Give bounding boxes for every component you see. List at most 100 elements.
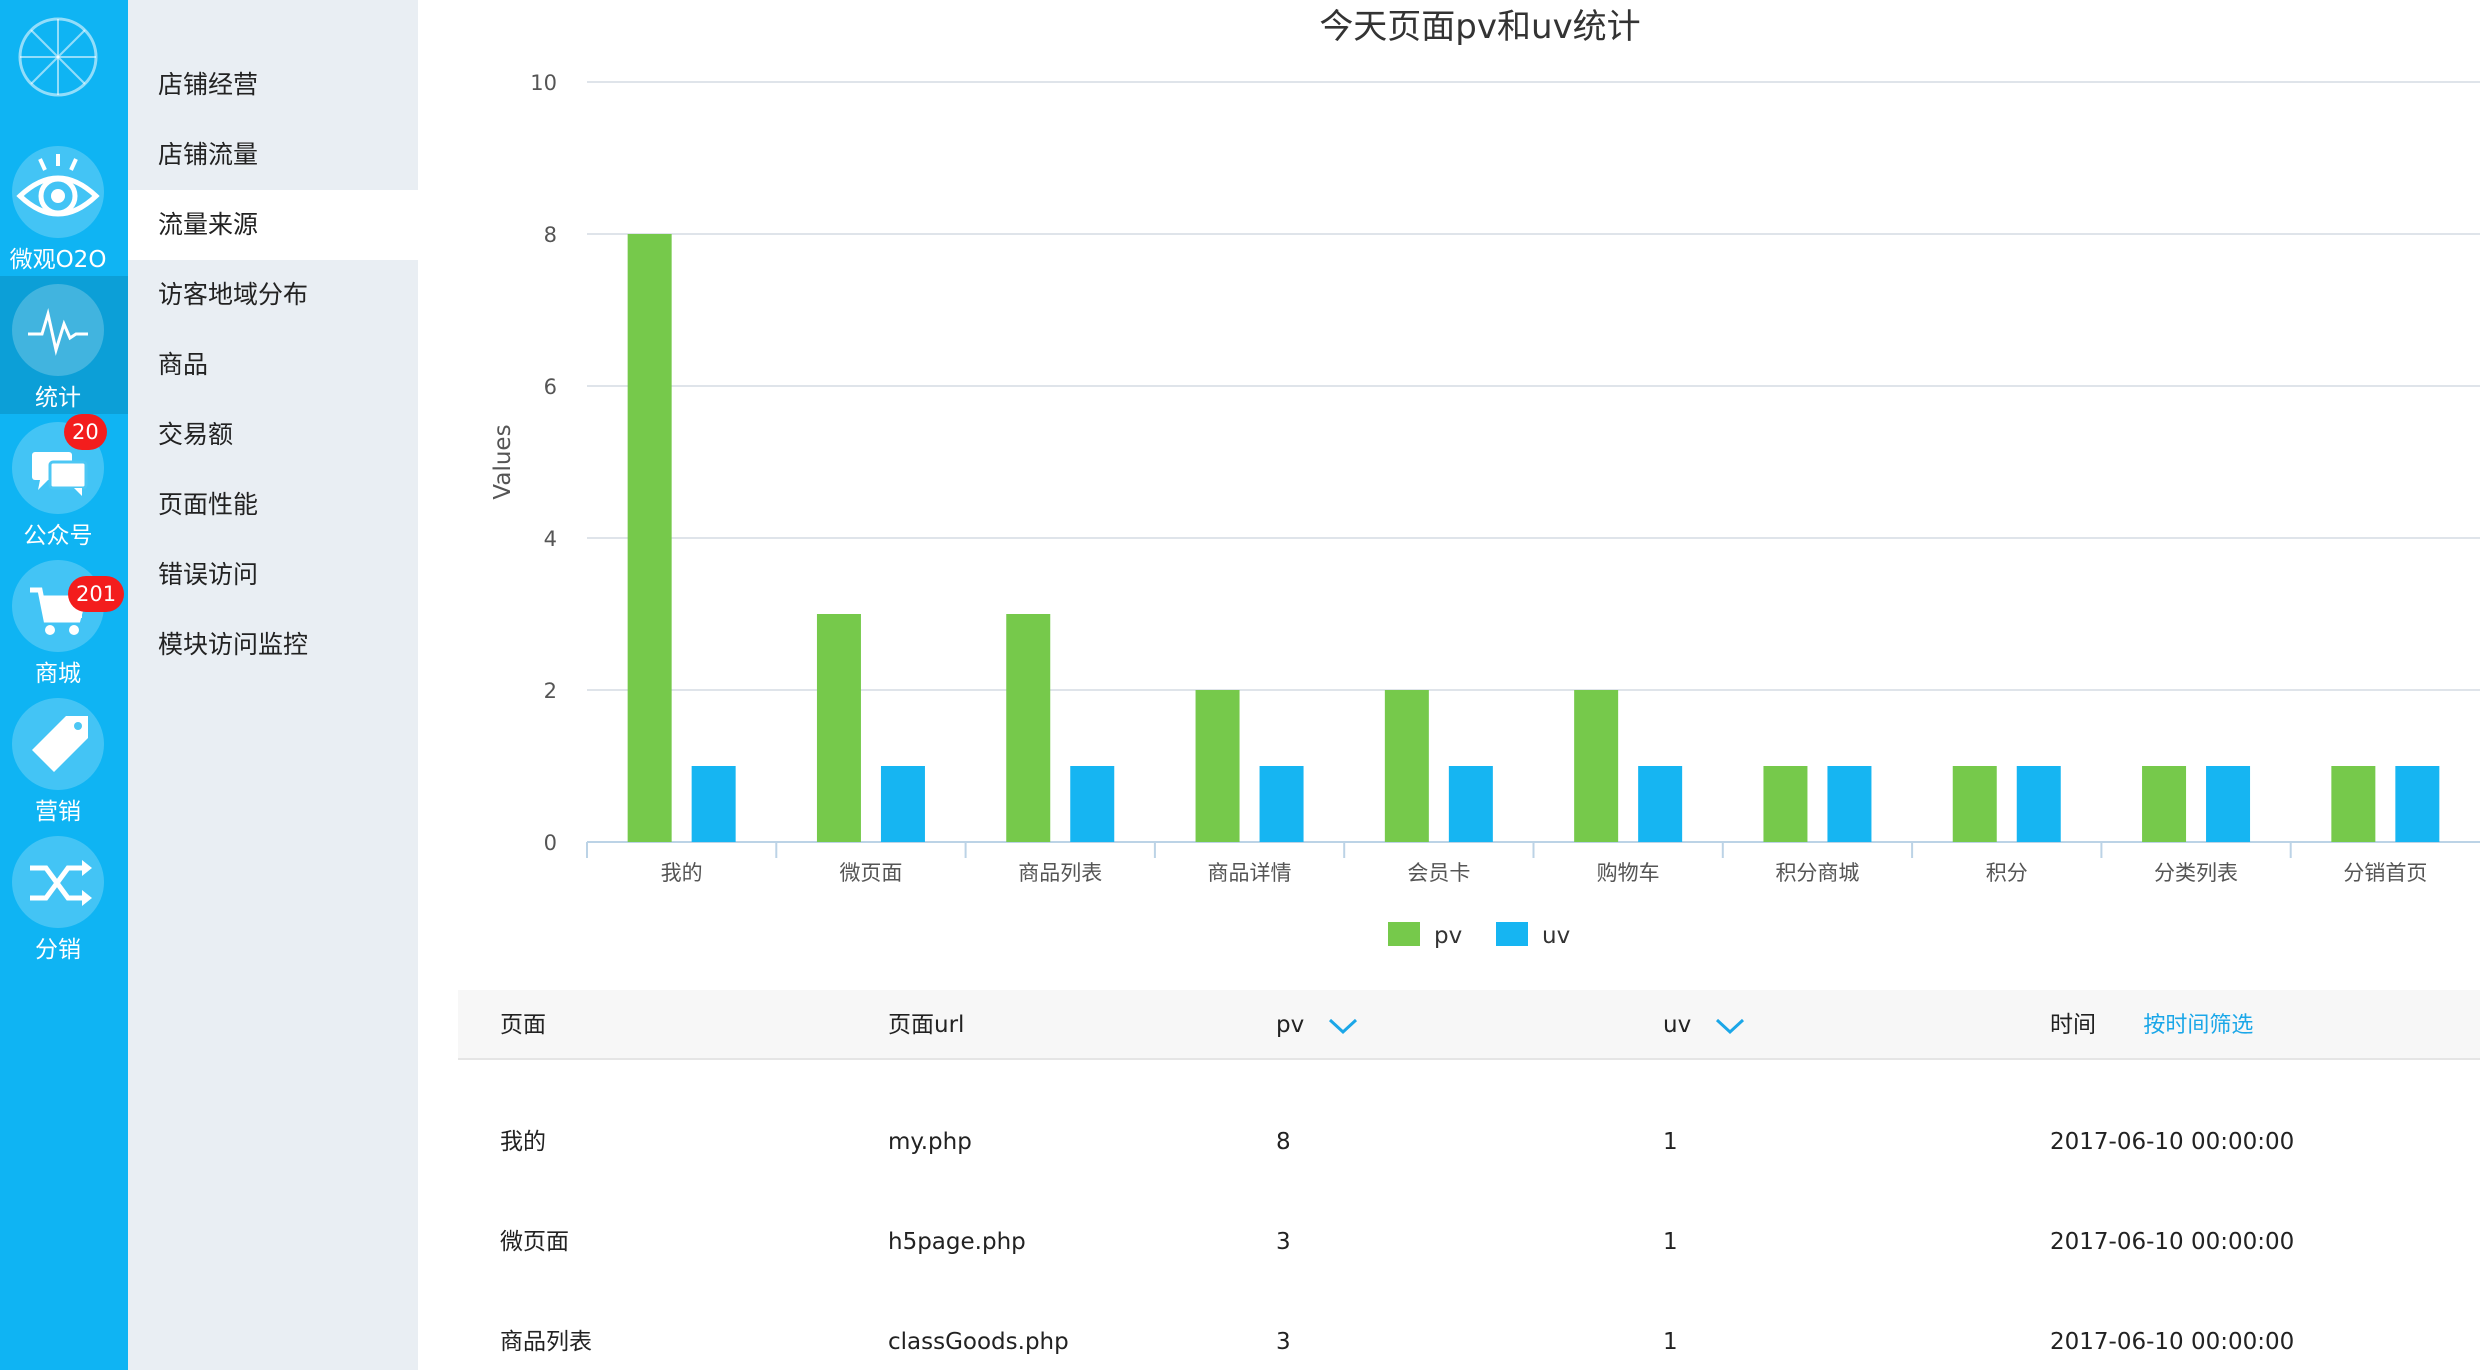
rail-label: 微观O2O bbox=[9, 247, 107, 273]
cell-pv: 3 bbox=[1276, 1329, 1291, 1355]
header-uv[interactable]: uv bbox=[1663, 990, 1745, 1060]
submenu-item-store-traffic[interactable]: 店铺流量 bbox=[158, 140, 259, 169]
chevron-down-icon[interactable] bbox=[1715, 1017, 1745, 1035]
bar-pv bbox=[1952, 766, 1997, 842]
rail-item-stats[interactable]: 统计 bbox=[0, 276, 128, 414]
header-page: 页面 bbox=[500, 1012, 546, 1038]
bar-uv bbox=[1448, 766, 1493, 842]
sub-menu: 店铺经营 店铺流量 流量来源 访客地域分布 商品 交易额 页面性能 错误访问 模… bbox=[128, 0, 418, 1370]
cell-uv: 1 bbox=[1663, 1129, 1678, 1155]
submenu-item-transactions[interactable]: 交易额 bbox=[158, 420, 234, 449]
header-url: 页面url bbox=[888, 1012, 965, 1038]
submenu-item-store-operation[interactable]: 店铺经营 bbox=[158, 70, 259, 99]
eye-icon bbox=[12, 146, 104, 238]
tag-icon bbox=[12, 698, 104, 790]
header-time-label: 时间 bbox=[2050, 1012, 2096, 1038]
notification-badge: 201 bbox=[68, 576, 125, 612]
chevron-down-icon[interactable] bbox=[1328, 1017, 1358, 1035]
submenu-item-visitor-region[interactable]: 访客地域分布 bbox=[158, 280, 309, 309]
y-axis-label: Values bbox=[490, 424, 516, 499]
bar-pv bbox=[1574, 690, 1619, 842]
bar-uv bbox=[1638, 766, 1683, 842]
header-pv-label: pv bbox=[1276, 1012, 1305, 1038]
bar-uv bbox=[1259, 766, 1304, 842]
rail-item-wechat[interactable]: 20 公众号 bbox=[0, 414, 128, 552]
bar-pv bbox=[816, 614, 861, 842]
filter-by-time-link[interactable]: 按时间筛选 bbox=[2143, 1013, 2254, 1038]
rail-item-mall[interactable]: 201 商城 bbox=[0, 552, 128, 690]
bar-pv bbox=[1006, 614, 1051, 842]
rail-item-marketing[interactable]: 营销 bbox=[0, 690, 128, 828]
x-tick-label: 商品详情 bbox=[1208, 861, 1292, 885]
cell-time: 2017-06-10 00:00:00 bbox=[2050, 1329, 2295, 1355]
bar-uv bbox=[2016, 766, 2061, 842]
legend-swatch-pv bbox=[1388, 922, 1420, 946]
bar-uv bbox=[1827, 766, 1872, 842]
y-tick-label: 8 bbox=[544, 223, 557, 247]
y-tick-label: 2 bbox=[544, 679, 557, 703]
notification-badge: 20 bbox=[64, 414, 107, 450]
bar-pv bbox=[1195, 690, 1240, 842]
cell-page: 微页面 bbox=[500, 1229, 569, 1255]
cell-url: h5page.php bbox=[888, 1229, 1026, 1255]
bar-pv bbox=[1384, 690, 1429, 842]
cell-pv: 8 bbox=[1276, 1129, 1291, 1155]
x-tick-label: 积分 bbox=[1986, 861, 2028, 885]
x-tick-label: 我的 bbox=[661, 861, 703, 885]
x-tick-label: 商品列表 bbox=[1018, 861, 1102, 885]
rail-label: 公众号 bbox=[23, 523, 93, 549]
bar-uv bbox=[2395, 766, 2440, 842]
y-tick-label: 4 bbox=[544, 527, 557, 551]
x-tick-label: 分销首页 bbox=[2343, 861, 2427, 885]
app-rail: 微观O2O 统计 20 公众号 201 bbox=[0, 0, 128, 1370]
bar-pv bbox=[627, 234, 672, 842]
header-uv-label: uv bbox=[1663, 1012, 1692, 1038]
pv-uv-chart: 今天页面pv和uv统计 Values 0 2 4 6 8 10 我的 微页面 商品列表 商品详情 会员卡… bbox=[430, 0, 2480, 980]
stats-table: 页面 页面url pv uv 时间 按时间筛选 我的 my.php 8 1 20… bbox=[458, 990, 2480, 1370]
legend-label-pv: pv bbox=[1434, 923, 1462, 949]
legend-swatch-uv bbox=[1496, 922, 1528, 946]
rail-label: 营销 bbox=[35, 799, 81, 825]
submenu-item-error-access[interactable]: 错误访问 bbox=[158, 560, 259, 589]
x-tick-label: 购物车 bbox=[1597, 861, 1660, 885]
chart-title: 今天页面pv和uv统计 bbox=[1319, 7, 1640, 47]
rail-item-o2o[interactable]: 微观O2O bbox=[0, 138, 128, 276]
cell-time: 2017-06-10 00:00:00 bbox=[2050, 1229, 2295, 1255]
x-tick-label: 积分商城 bbox=[1775, 861, 1859, 885]
table-row: 商品列表 classGoods.php 3 1 2017-06-10 00:00… bbox=[458, 1292, 2480, 1370]
y-tick-label: 10 bbox=[530, 71, 557, 95]
bar-pv bbox=[2331, 766, 2376, 842]
submenu-item-module-monitor[interactable]: 模块访问监控 bbox=[158, 630, 309, 659]
rail-item-distribution[interactable]: 分销 bbox=[0, 828, 128, 966]
table-row: 微页面 h5page.php 3 1 2017-06-10 00:00:00 bbox=[458, 1192, 2480, 1292]
submenu-item-goods[interactable]: 商品 bbox=[158, 350, 209, 379]
rail-label: 分销 bbox=[35, 937, 81, 963]
table-row: 我的 my.php 8 1 2017-06-10 00:00:00 bbox=[458, 1092, 2480, 1192]
x-tick-label: 微页面 bbox=[839, 861, 902, 885]
cell-page: 商品列表 bbox=[500, 1329, 592, 1355]
y-tick-label: 6 bbox=[544, 375, 557, 399]
legend-label-uv: uv bbox=[1542, 923, 1570, 949]
bar-uv bbox=[691, 766, 736, 842]
cell-uv: 1 bbox=[1663, 1329, 1678, 1355]
cell-time: 2017-06-10 00:00:00 bbox=[2050, 1129, 2295, 1155]
header-pv[interactable]: pv bbox=[1276, 990, 1358, 1060]
bar-uv bbox=[2206, 766, 2251, 842]
x-tick-label: 分类列表 bbox=[2154, 861, 2238, 885]
y-tick-label: 0 bbox=[544, 831, 557, 855]
shuffle-icon bbox=[12, 836, 104, 928]
rail-label: 商城 bbox=[35, 661, 81, 687]
bar-pv bbox=[1763, 766, 1808, 842]
bar-uv bbox=[1070, 766, 1115, 842]
submenu-item-page-performance[interactable]: 页面性能 bbox=[158, 490, 259, 519]
logo-icon bbox=[18, 17, 98, 97]
table-header: 页面 页面url pv uv 时间 按时间筛选 bbox=[458, 990, 2480, 1060]
submenu-item-traffic-source[interactable]: 流量来源 bbox=[128, 190, 418, 260]
bar-pv bbox=[2142, 766, 2187, 842]
rail-label: 统计 bbox=[35, 385, 81, 411]
pulse-icon bbox=[12, 284, 104, 376]
header-time: 时间 按时间筛选 bbox=[2050, 990, 2253, 1060]
cell-pv: 3 bbox=[1276, 1229, 1291, 1255]
x-tick-label: 会员卡 bbox=[1407, 861, 1470, 885]
cell-url: classGoods.php bbox=[888, 1329, 1069, 1355]
